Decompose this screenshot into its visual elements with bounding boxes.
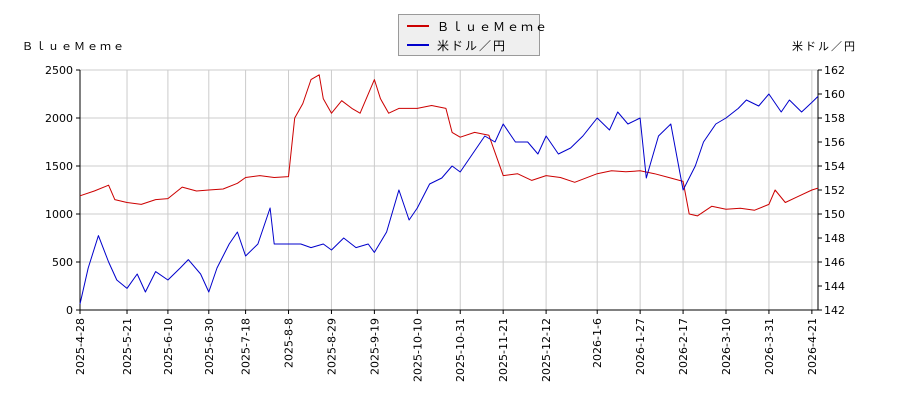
- legend: ＢｌｕｅＭｅｍｅ 米ドル／円: [398, 14, 547, 56]
- x-tick-label: 2025-9-19: [368, 318, 381, 375]
- right-tick-label: 142: [824, 304, 845, 317]
- x-tick-label: 2026-4-21: [806, 318, 819, 375]
- legend-swatch-series2: [407, 44, 429, 46]
- right-tick-label: 146: [824, 256, 845, 269]
- legend-label-series2: 米ドル／円: [437, 38, 508, 53]
- plot-area: [80, 70, 818, 310]
- right-tick-label: 162: [824, 64, 845, 77]
- x-tick-label: 2026-1-6: [591, 318, 604, 368]
- x-tick-label: 2025-5-21: [121, 318, 134, 375]
- x-tick-label: 2025-6-10: [162, 318, 175, 375]
- x-tick-label: 2025-12-12: [540, 318, 553, 382]
- left-axis-title: ＢｌｕｅＭｅｍｅ: [22, 40, 126, 53]
- left-tick-label: 1500: [45, 160, 73, 173]
- x-tick-label: 2025-11-21: [497, 318, 510, 382]
- x-tick-label: 2025-6-30: [203, 318, 216, 375]
- right-tick-label: 152: [824, 184, 845, 197]
- x-tick-label: 2026-2-17: [677, 318, 690, 375]
- right-tick-label: 156: [824, 136, 845, 149]
- series-line-usdjpy: [79, 93, 819, 305]
- right-tick-label: 144: [824, 280, 845, 293]
- left-tick-label: 500: [52, 256, 73, 269]
- left-tick-label: 2000: [45, 112, 73, 125]
- right-tick-label: 158: [824, 112, 845, 125]
- x-tick-label: 2026-3-31: [763, 318, 776, 375]
- legend-label-series1: ＢｌｕｅＭｅｍｅ: [437, 19, 550, 34]
- right-tick-label: 160: [824, 88, 845, 101]
- series-line-bluememe: [79, 74, 819, 217]
- right-tick-label: 150: [824, 208, 845, 221]
- legend-item-series1: ＢｌｕｅＭｅｍｅ: [407, 17, 549, 35]
- x-tick-label: 2025-7-18: [240, 318, 253, 375]
- x-tick-label: 2025-4-28: [74, 318, 87, 375]
- right-axis-title: 米ドル／円: [792, 40, 857, 53]
- x-tick-label: 2025-8-8: [283, 318, 296, 368]
- left-tick-label: 0: [66, 304, 73, 317]
- x-tick-label: 2025-8-29: [325, 318, 338, 375]
- legend-item-series2: 米ドル／円: [407, 36, 507, 54]
- left-tick-label: 1000: [45, 208, 73, 221]
- right-tick-label: 148: [824, 232, 845, 245]
- x-tick-label: 2025-10-10: [411, 318, 424, 382]
- x-tick-label: 2026-3-10: [720, 318, 733, 375]
- x-tick-label: 2026-1-27: [634, 318, 647, 375]
- legend-swatch-series1: [407, 25, 429, 27]
- x-tick-label: 2025-10-31: [454, 318, 467, 382]
- right-tick-label: 154: [824, 160, 845, 173]
- left-tick-label: 2500: [45, 64, 73, 77]
